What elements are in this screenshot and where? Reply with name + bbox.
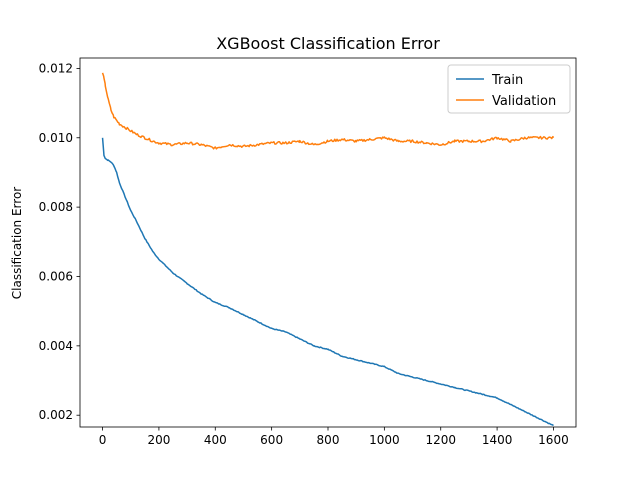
- x-tick-label: 800: [317, 433, 340, 447]
- plot-area: [101, 72, 555, 427]
- legend: Train Validation: [447, 64, 571, 114]
- y-tick-label: 0.004: [39, 339, 73, 353]
- x-tick-label: 1000: [369, 433, 400, 447]
- x-tick-label: 200: [147, 433, 170, 447]
- legend-label-validation: Validation: [492, 94, 556, 109]
- legend-label-train: Train: [491, 73, 523, 88]
- y-tick-label: 0.006: [39, 269, 73, 283]
- legend-box: [447, 64, 571, 114]
- x-tick-label: 600: [260, 433, 283, 447]
- y-tick-label: 0.010: [39, 131, 73, 145]
- y-tick-label: 0.002: [39, 408, 73, 422]
- chart-title: XGBoost Classification Error: [216, 34, 440, 53]
- y-axis-label: Classification Error: [10, 187, 24, 300]
- x-tick-label: 1600: [538, 433, 569, 447]
- x-tick-label: 0: [99, 433, 107, 447]
- y-tick-label: 0.012: [39, 61, 73, 75]
- x-tick-label: 400: [204, 433, 227, 447]
- x-tick-label: 1400: [482, 433, 513, 447]
- x-tick-label: 1200: [425, 433, 456, 447]
- axes: 0 200 400 600 800 1000 1200 1400 1600 0.002 0.004 0…: [39, 57, 577, 447]
- series-line-train: [101, 137, 554, 427]
- y-tick-label: 0.008: [39, 200, 73, 214]
- series-line-validation: [101, 72, 555, 150]
